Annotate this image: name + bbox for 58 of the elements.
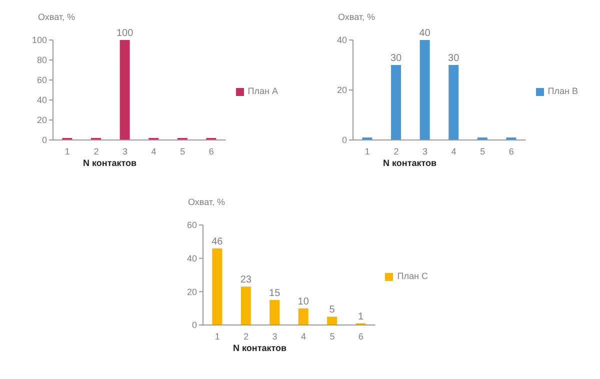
x-tick-label: 4 [151,146,156,156]
data-label: 30 [448,53,460,64]
x-axis-title: N контактов [83,158,137,168]
y-tick-label: 20 [36,115,47,126]
y-tick-label: 20 [186,286,197,297]
x-tick-label: 2 [94,146,99,156]
bar [270,300,280,325]
data-label: 100 [116,28,134,39]
y-tick-label: 0 [192,320,197,330]
y-tick-label: 40 [36,95,47,106]
bar [212,248,222,325]
legend-label: План В [548,86,578,96]
legend-label: План С [397,271,428,281]
x-tick-label: 3 [422,146,428,156]
x-axis-title: N контактов [233,343,287,353]
y-axis-title: Охват, % [338,12,376,22]
data-label: 46 [212,236,224,248]
data-label: 40 [419,28,431,39]
y-axis-title: Охват, % [188,197,226,207]
y-tick-label: 20 [336,85,347,96]
x-tick-label: 6 [358,331,364,342]
bar [240,286,251,325]
data-label: 1 [358,311,364,322]
x-tick-label: 1 [364,146,370,156]
x-tick-label: 6 [208,146,214,156]
data-label: 15 [269,288,281,299]
x-axis-title: N контактов [383,158,437,168]
y-tick-label: 60 [186,220,197,230]
data-label: 10 [298,296,310,308]
y-tick-label: 0 [342,135,347,146]
x-tick-label: 3 [122,146,128,156]
bar [420,40,430,140]
x-tick-label: 1 [64,146,70,156]
legend-label: План А [248,86,278,96]
y-tick-label: 100 [32,35,47,46]
y-tick-label: 80 [36,55,47,66]
x-tick-label: 5 [180,146,186,156]
x-tick-label: 2 [394,146,399,156]
x-tick-label: 6 [508,146,514,156]
x-tick-label: 2 [244,331,249,342]
bar [298,308,308,325]
data-label: 5 [329,304,336,316]
bar [448,65,459,140]
y-tick-label: 60 [36,75,47,86]
y-tick-label: 40 [336,35,347,46]
bar [391,65,402,140]
x-tick-label: 4 [301,331,306,342]
x-tick-label: 5 [330,331,335,342]
y-tick-label: 40 [186,254,197,264]
y-tick-label: 0 [42,135,47,146]
x-tick-label: 3 [272,331,278,342]
data-label: 23 [240,274,252,286]
data-label: 30 [390,53,402,64]
x-tick-label: 4 [451,146,456,156]
y-axis-title: Охват, % [38,12,76,22]
x-tick-label: 1 [214,331,220,342]
bar [327,316,338,325]
x-tick-label: 5 [480,146,486,156]
